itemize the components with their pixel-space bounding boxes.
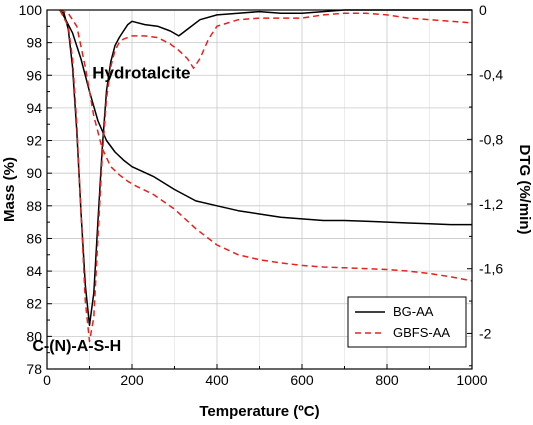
y-tick-label: 92 [26,133,42,149]
legend: BG-AA GBFS-AA [347,296,467,348]
tick-labels: 0 200 400 600 800 100078808284868890929496981… [19,2,504,388]
x-tick-label: 600 [290,372,314,388]
y2-tick-label: -1,2 [479,196,503,212]
y2-tick-label: -0,4 [479,67,503,83]
y2-tick-label: 0 [479,2,487,18]
y-tick-label: 82 [26,296,42,312]
y-tick-label: 98 [26,35,42,51]
x-tick-label: 400 [205,372,229,388]
annotation-cnash: C-(N)-A-S-H [32,338,121,355]
x-axis-title: Temperature (ºC) [199,403,319,420]
y-tick-label: 86 [26,230,42,246]
y2-tick-label: -1,6 [479,261,503,277]
y2-tick-label: -0,8 [479,131,503,147]
y-tick-label: 100 [19,2,43,18]
dtg-line-bg-aa [59,9,472,327]
x-tick-label: 0 [43,372,51,388]
y2-tick-label: -2 [479,325,492,341]
y2-axis-title: DTG (%/min) [516,145,533,235]
y-tick-label: 96 [26,67,42,83]
dtg-line-gbfs-aa [59,9,473,343]
legend-label-gbfs-aa: GBFS-AA [393,325,450,340]
mass-line-bg-aa [59,9,472,226]
series-layer [59,9,473,343]
annotation-hydrotalcite: Hydrotalcite [92,64,190,83]
x-tick-label: 800 [375,372,399,388]
mass-line-gbfs-aa [59,9,473,282]
axis-ticks [46,9,473,370]
y-tick-label: 88 [26,198,42,214]
y-tick-label: 78 [26,361,42,377]
y-tick-label: 84 [26,263,42,279]
y-axis-title: Mass (%) [1,157,18,222]
legend-box [347,296,467,348]
grid [47,10,472,369]
x-tick-label: 1000 [456,372,487,388]
y-tick-label: 80 [26,328,42,344]
legend-label-bg-aa: BG-AA [393,304,434,319]
x-tick-label: 200 [120,372,144,388]
y-tick-label: 90 [26,165,42,181]
y-tick-label: 94 [26,100,42,116]
